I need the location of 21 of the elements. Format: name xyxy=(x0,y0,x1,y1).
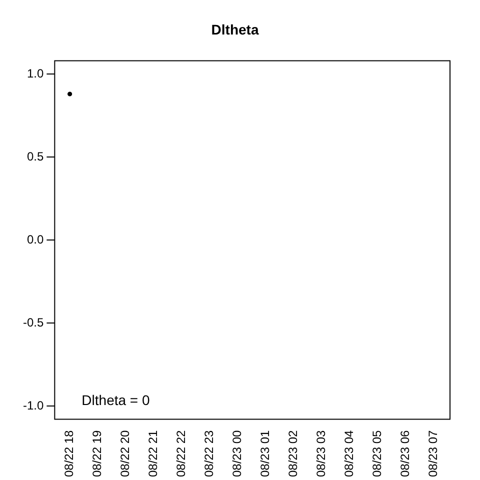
x-tick-label: 08/22 23 xyxy=(202,430,216,478)
x-tick-label: 08/23 03 xyxy=(314,430,328,478)
x-tick-label: 08/23 00 xyxy=(230,430,244,478)
x-tick-label: 08/22 21 xyxy=(146,430,160,478)
x-tick-label: 08/22 19 xyxy=(90,430,104,478)
x-tick-label: 08/23 04 xyxy=(342,430,356,478)
x-tick-label: 08/22 22 xyxy=(174,430,188,478)
x-tick-label: 08/23 01 xyxy=(258,430,272,478)
y-tick-label: -1.0 xyxy=(22,398,44,412)
y-tick-label: 1.0 xyxy=(26,66,44,80)
y-tick-label: 0.0 xyxy=(26,232,44,246)
x-tick-label: 08/23 07 xyxy=(426,430,440,478)
annotation: Dltheta = 0 xyxy=(82,392,150,408)
x-tick-label: 08/23 02 xyxy=(286,430,300,478)
x-tick-label: 08/22 20 xyxy=(118,430,132,478)
x-tick-label: 08/22 18 xyxy=(62,430,76,478)
x-tick-label: 08/23 06 xyxy=(398,430,412,478)
y-tick-label: -0.5 xyxy=(22,315,44,330)
x-tick-label: 08/23 05 xyxy=(370,430,384,478)
chart-title: Dltheta xyxy=(211,21,259,38)
y-tick-label: 0.5 xyxy=(26,149,44,164)
